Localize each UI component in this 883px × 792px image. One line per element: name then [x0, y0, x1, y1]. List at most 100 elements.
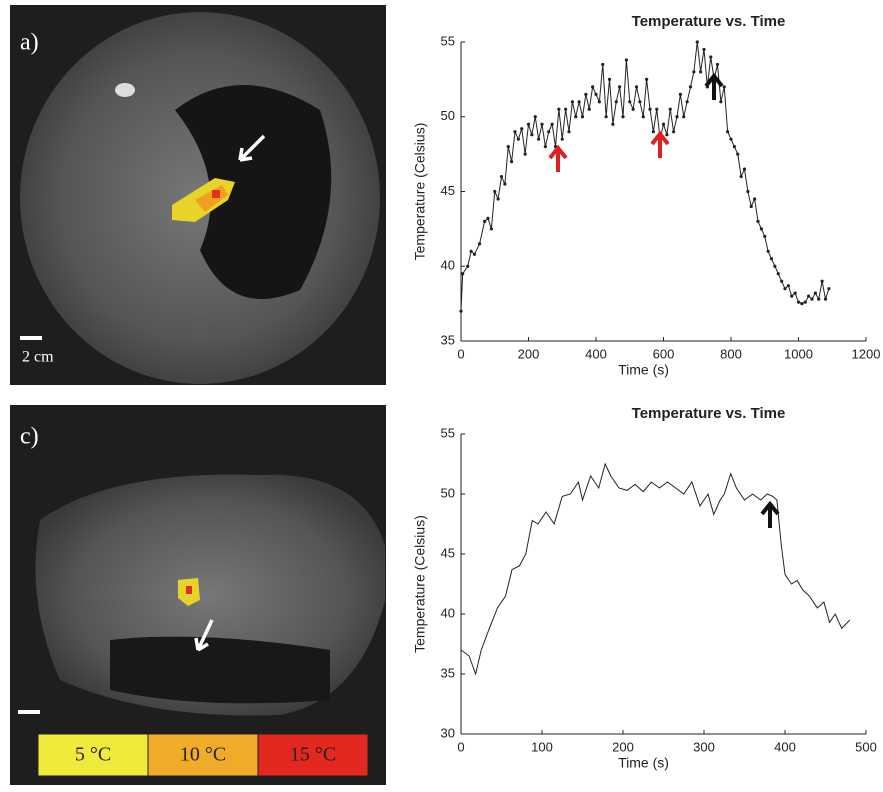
mri-bright	[115, 83, 135, 97]
data-point	[651, 130, 655, 134]
data-point	[736, 152, 740, 156]
data-point	[800, 302, 804, 306]
data-point	[557, 107, 561, 111]
scale-label: 2 cm	[22, 349, 54, 366]
data-point	[520, 127, 524, 131]
data-point	[807, 294, 811, 298]
data-point	[823, 297, 828, 301]
data-line	[460, 462, 851, 676]
data-point	[726, 130, 730, 134]
data-point	[503, 182, 507, 186]
data-point	[587, 107, 591, 111]
data-point	[461, 272, 465, 276]
data-point	[618, 85, 622, 89]
data-point	[675, 115, 679, 119]
data-point	[766, 249, 770, 253]
data-point	[523, 152, 527, 156]
data-point	[584, 92, 588, 96]
data-point	[469, 249, 473, 253]
data-point	[759, 227, 763, 231]
y-tick-label: 35	[441, 332, 455, 347]
y-tick-label: 50	[441, 108, 455, 123]
legend-label: 10 °C	[180, 744, 226, 766]
mri-dark-region	[110, 636, 330, 704]
data-point	[574, 115, 578, 119]
data-point	[631, 107, 635, 111]
data-point	[489, 227, 493, 231]
data-point	[648, 107, 652, 111]
data-point	[793, 291, 797, 295]
data-point	[722, 85, 726, 89]
x-tick-label: 400	[585, 346, 607, 361]
legend-swatch	[37, 733, 149, 777]
data-point	[827, 287, 831, 291]
data-point	[790, 294, 794, 298]
data-point	[513, 130, 517, 134]
y-tick-label: 40	[441, 258, 455, 273]
data-point	[645, 77, 649, 81]
x-axis-label: Time (s)	[618, 362, 669, 378]
data-point	[594, 92, 598, 96]
data-line	[460, 41, 830, 312]
data-point	[763, 234, 767, 238]
x-tick-label: 300	[693, 739, 715, 754]
legend-swatch	[257, 733, 369, 777]
annotation-arrow	[704, 72, 724, 100]
y-axis-label: Temperature (Celsius)	[412, 515, 428, 653]
data-point	[570, 100, 574, 104]
data-point	[483, 219, 487, 223]
data-point	[739, 174, 743, 179]
data-point	[780, 279, 784, 283]
data-point	[621, 115, 625, 119]
x-tick-label: 400	[774, 739, 796, 754]
data-point	[678, 92, 682, 96]
data-point	[638, 100, 642, 104]
data-point	[516, 137, 520, 141]
data-point	[692, 70, 696, 74]
data-point	[597, 100, 601, 104]
y-tick-label: 30	[441, 725, 455, 740]
y-tick-label: 55	[441, 33, 455, 48]
data-point	[776, 272, 780, 276]
legend-label: 5 °C	[75, 744, 111, 766]
data-point	[530, 133, 534, 137]
x-tick-label: 200	[612, 739, 634, 754]
y-tick-label: 35	[441, 665, 455, 680]
mri-dark-region	[175, 85, 332, 299]
data-point	[550, 122, 554, 126]
y-tick-label: 40	[441, 605, 455, 620]
data-point	[533, 115, 537, 119]
data-point	[746, 189, 750, 194]
data-point	[796, 300, 801, 304]
data-point	[709, 55, 713, 59]
panel-label: c)	[20, 424, 39, 450]
x-tick-label: 0	[457, 739, 464, 754]
data-point	[817, 297, 821, 301]
data-point	[560, 137, 564, 141]
data-point	[526, 122, 531, 126]
data-point	[641, 115, 645, 119]
data-point	[786, 284, 790, 288]
x-tick-label: 1200	[852, 346, 881, 361]
data-point	[655, 107, 659, 111]
data-point	[661, 122, 666, 126]
data-point	[493, 189, 497, 194]
data-point	[803, 300, 807, 304]
data-point	[472, 252, 477, 256]
data-point	[547, 130, 551, 134]
data-point	[668, 107, 672, 111]
data-point	[506, 145, 510, 149]
data-point	[783, 287, 787, 291]
data-point	[695, 40, 699, 44]
x-tick-label: 0	[457, 346, 464, 361]
panel-label: a)	[20, 30, 39, 56]
data-point	[810, 297, 814, 301]
y-tick-label: 55	[441, 425, 455, 440]
data-point	[540, 122, 544, 126]
data-point	[769, 257, 774, 261]
x-tick-label: 500	[855, 739, 877, 754]
data-point	[756, 219, 760, 223]
x-tick-label: 1000	[784, 346, 813, 361]
hot-spot	[186, 586, 192, 594]
